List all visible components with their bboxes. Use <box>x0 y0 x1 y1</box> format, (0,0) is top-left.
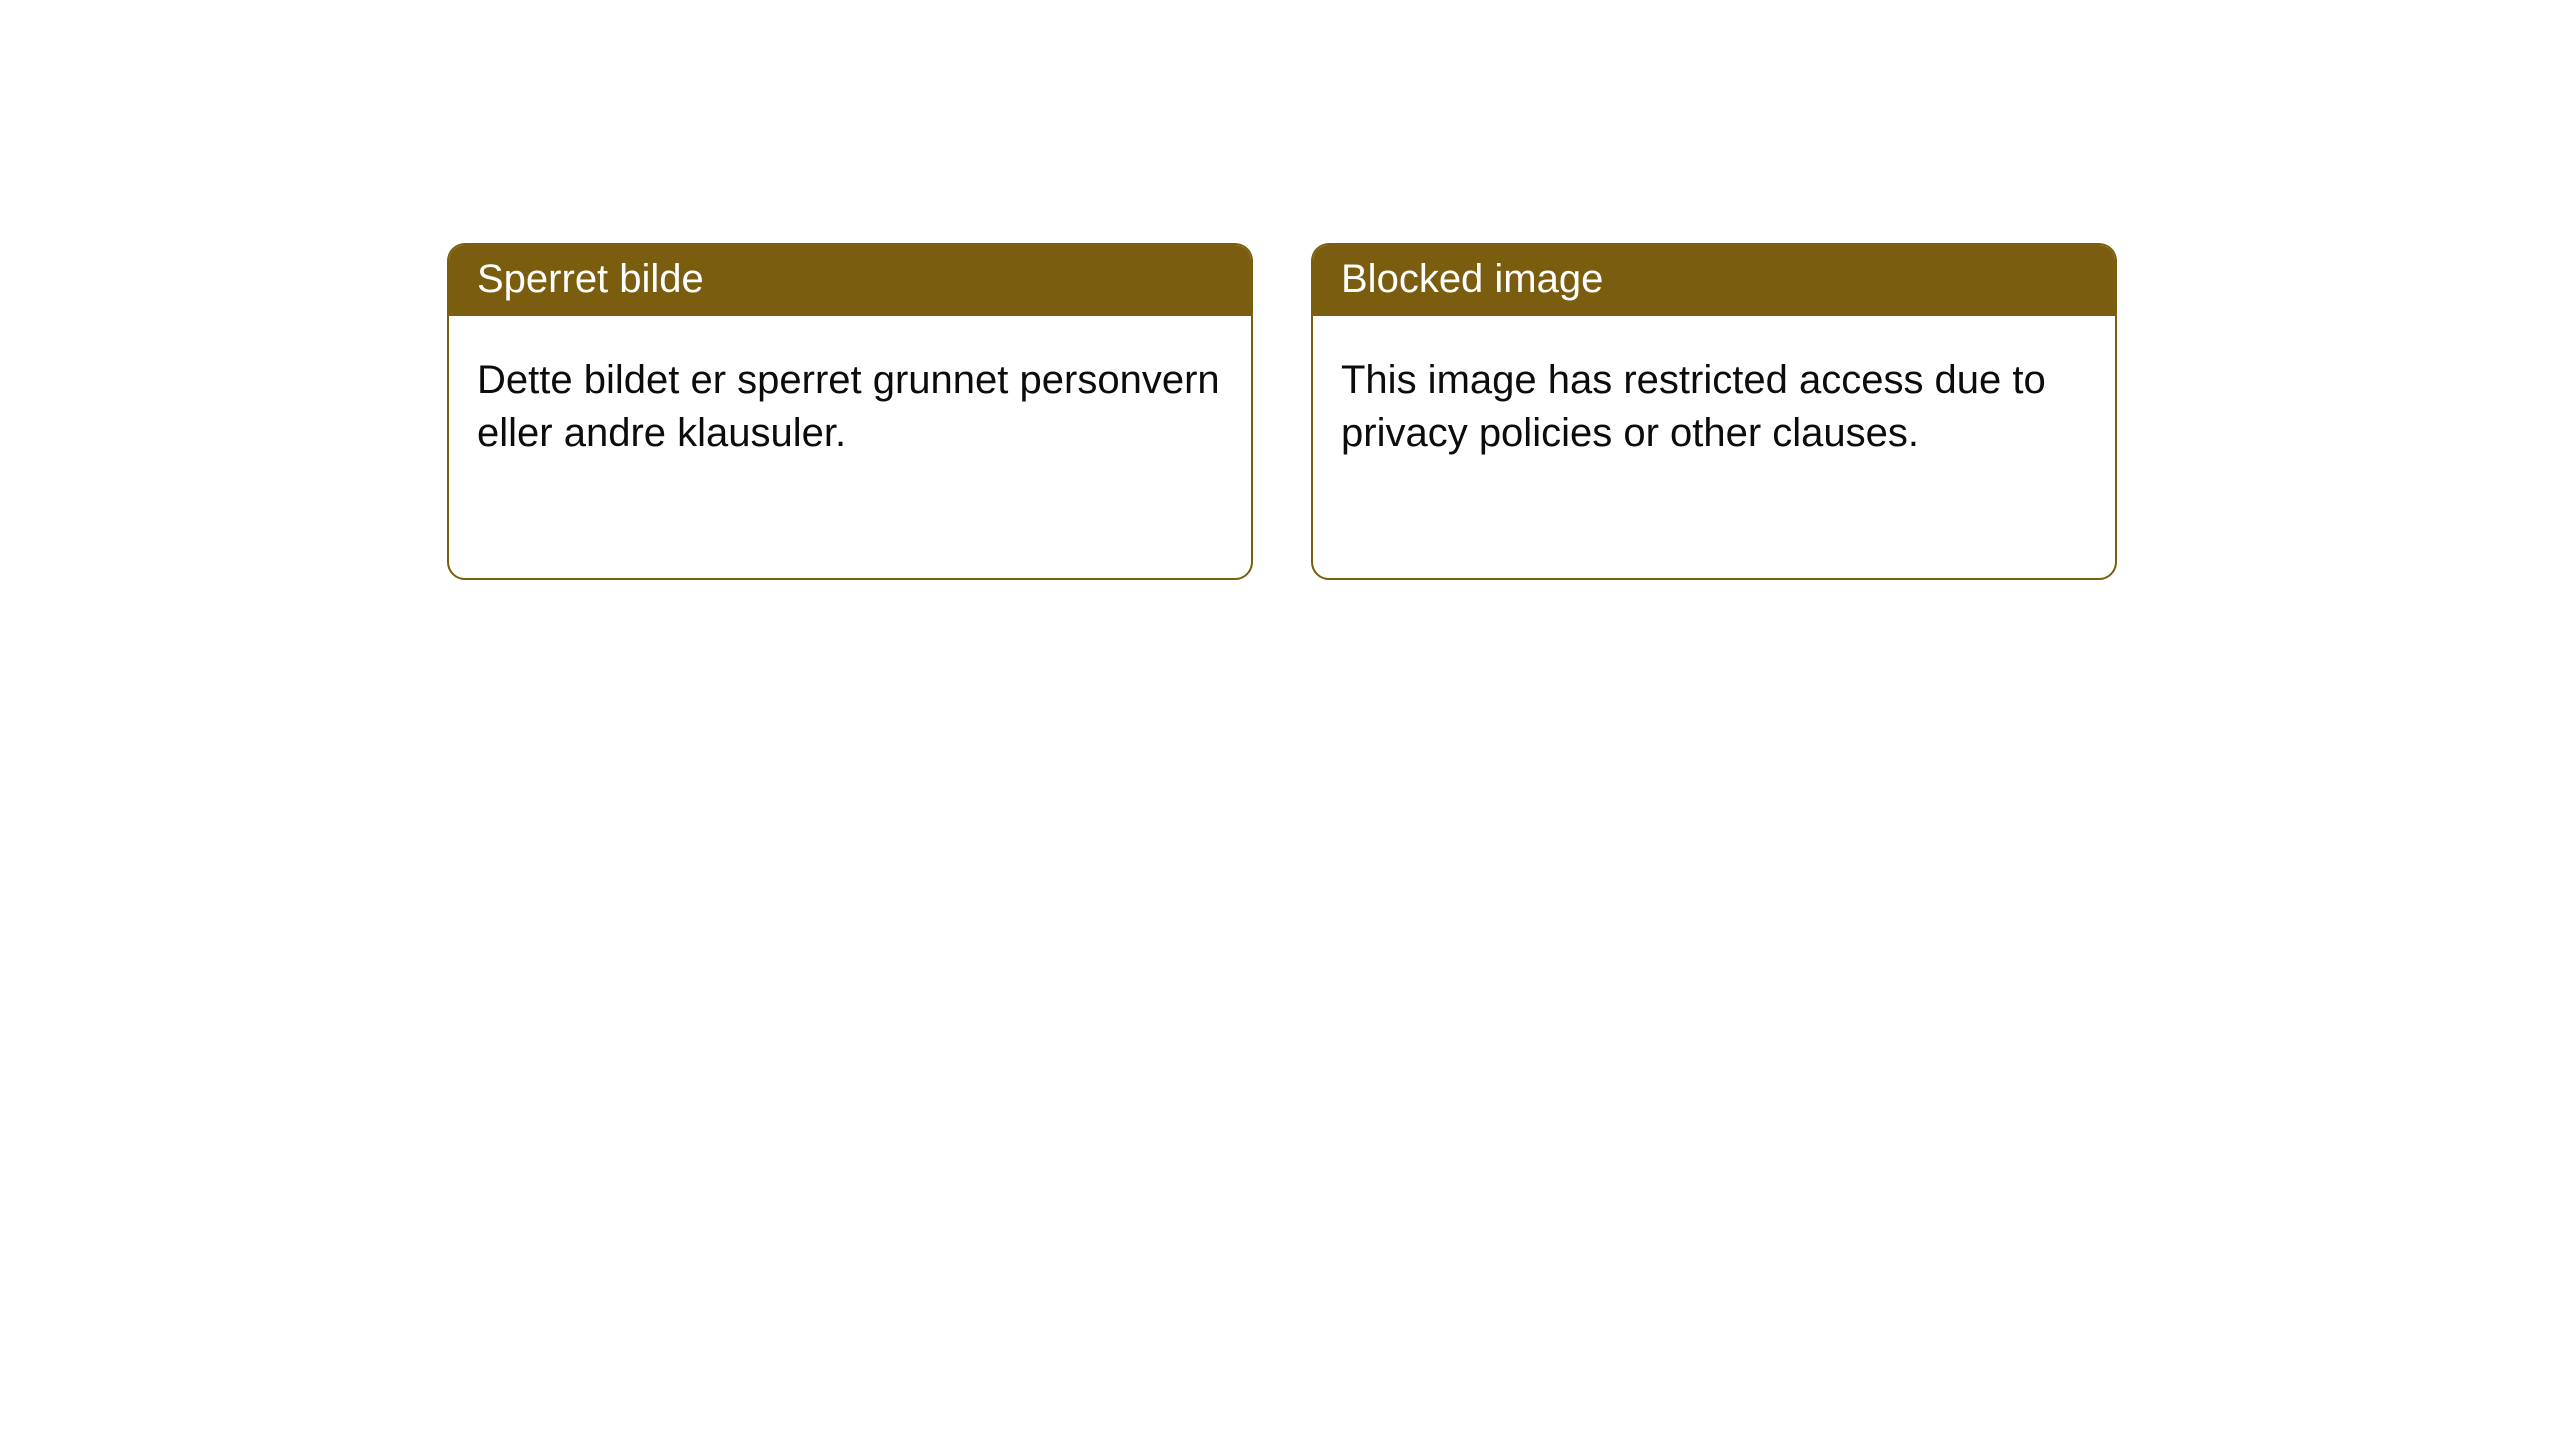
card-body-text: Dette bildet er sperret grunnet personve… <box>477 358 1220 455</box>
blocked-image-card-no: Sperret bilde Dette bildet er sperret gr… <box>447 243 1253 580</box>
card-header: Blocked image <box>1313 245 2115 316</box>
card-title: Blocked image <box>1341 257 1603 301</box>
card-body: This image has restricted access due to … <box>1313 316 2115 488</box>
card-body: Dette bildet er sperret grunnet personve… <box>449 316 1251 488</box>
notice-cards-container: Sperret bilde Dette bildet er sperret gr… <box>0 0 2560 580</box>
card-title: Sperret bilde <box>477 257 704 301</box>
card-header: Sperret bilde <box>449 245 1251 316</box>
card-body-text: This image has restricted access due to … <box>1341 358 2046 455</box>
blocked-image-card-en: Blocked image This image has restricted … <box>1311 243 2117 580</box>
